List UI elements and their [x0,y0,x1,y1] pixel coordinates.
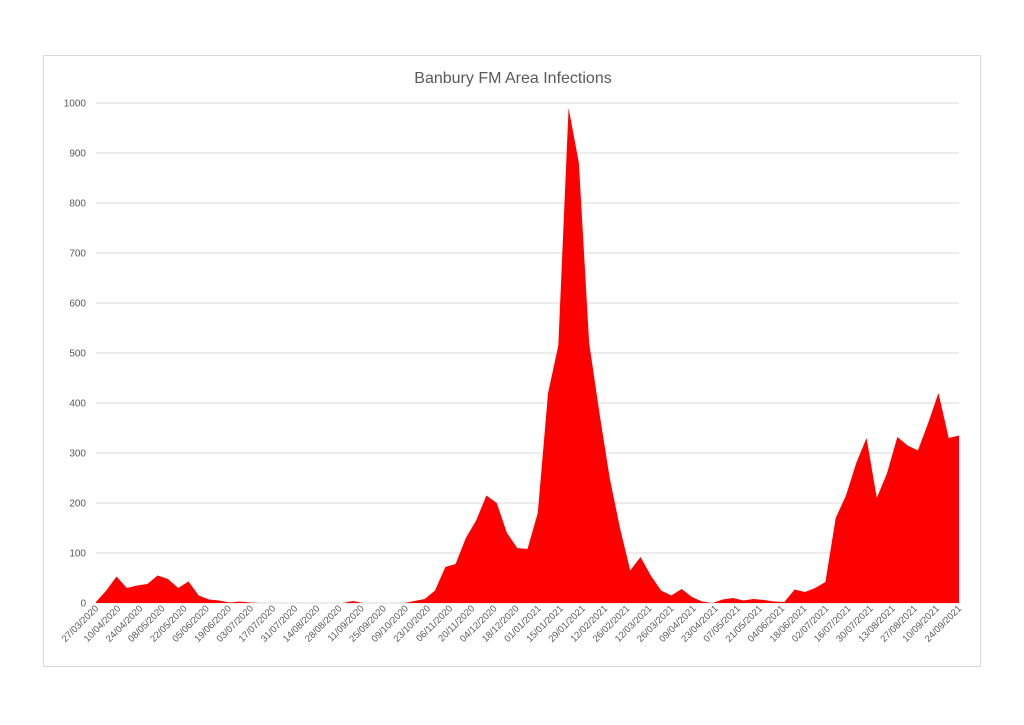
y-tick-label: 500 [69,349,86,360]
y-tick-label: 0 [80,599,86,610]
infections-area [96,108,959,603]
x-axis-ticks: 27/03/202010/04/202024/04/202008/05/2020… [60,603,964,644]
area-series [95,107,960,604]
y-axis-ticks: 0 100 200 300 400 500 600 700 800 900 1000 [64,99,87,610]
y-tick-label: 300 [69,449,86,460]
chart-frame: Banbury FM Area Infections 0 100 200 300 400… [43,55,981,667]
y-tick-label: 900 [69,149,86,160]
y-tick-label: 400 [69,399,86,410]
y-tick-label: 800 [69,199,86,210]
y-tick-label: 1000 [64,99,87,110]
y-tick-label: 200 [69,499,86,510]
y-tick-label: 600 [69,299,86,310]
chart-title: Banbury FM Area Infections [414,70,611,87]
gridlines [96,102,959,604]
y-tick-label: 100 [69,549,86,560]
y-tick-label: 700 [69,249,86,260]
chart: Banbury FM Area Infections 0 100 200 300 400… [60,70,964,645]
